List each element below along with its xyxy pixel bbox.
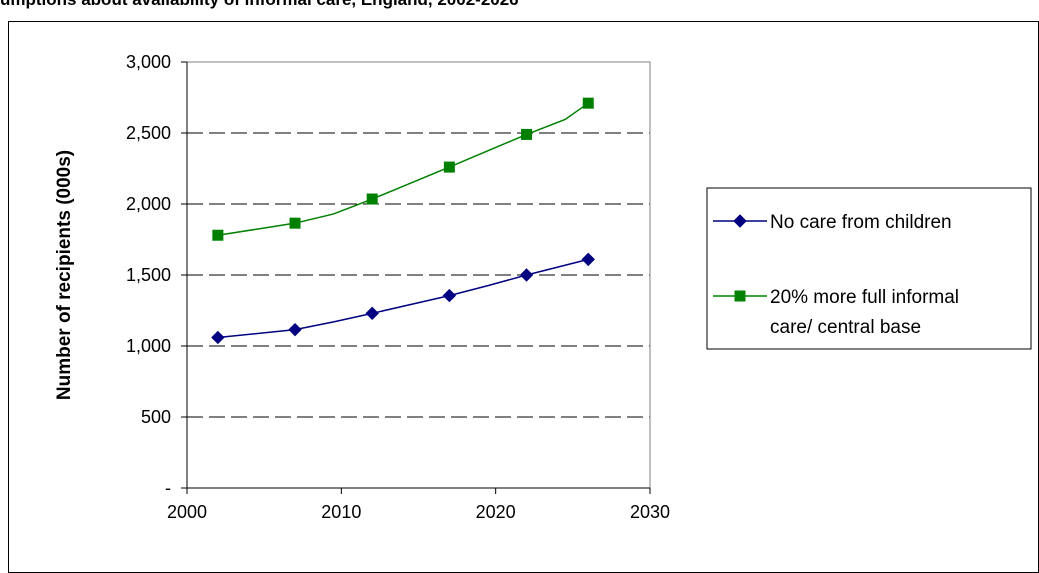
y-tick-label: 2,000 (126, 194, 171, 214)
tick-labels: - 500 1,000 1,500 2,000 2,500 3,000 2000 2010 202… (126, 52, 670, 522)
y-tick-label: 500 (141, 407, 171, 427)
series-line (217, 102, 589, 236)
series-group (212, 97, 594, 241)
y-tick-label: 2,500 (126, 123, 171, 143)
legend: No care from children 20% more full infor… (706, 187, 1032, 350)
data-point (443, 161, 455, 173)
y-tick-label: 1,500 (126, 265, 171, 285)
y-axis-title: Number of recipients (000s) (54, 150, 75, 400)
x-tick-label: 2010 (321, 502, 361, 522)
series-line (217, 258, 589, 339)
data-point (519, 268, 534, 282)
data-point (211, 330, 225, 345)
x-tick-label: 2000 (167, 502, 207, 522)
data-point (365, 306, 379, 321)
x-tick-label: 2030 (630, 502, 670, 522)
data-point (734, 290, 746, 302)
legend-label: care/ central base (770, 317, 921, 338)
y-tick-label: - (165, 478, 171, 498)
data-point (581, 252, 595, 267)
chart-title: umptions about availability of informal … (0, 0, 519, 12)
data-point (442, 288, 457, 303)
legend-label: 20% more full informal (770, 287, 959, 308)
y-tick-label: 1,000 (126, 336, 171, 356)
legend-item: No care from children (713, 212, 952, 233)
legend-item: 20% more full informal care/ central base (713, 287, 959, 338)
axes (181, 61, 651, 494)
series-group (211, 252, 595, 345)
x-tick-label: 2020 (476, 502, 516, 522)
data-point (521, 128, 533, 140)
data-point (288, 322, 302, 337)
data-point (733, 214, 747, 228)
y-tick-label: 3,000 (126, 52, 171, 72)
legend-box (706, 187, 1032, 350)
data-point (289, 217, 301, 229)
gridlines (187, 132, 650, 418)
data-point (366, 193, 378, 205)
data-point (212, 229, 224, 241)
legend-label: No care from children (770, 212, 952, 233)
series-layer (211, 97, 595, 345)
data-point (582, 97, 594, 109)
